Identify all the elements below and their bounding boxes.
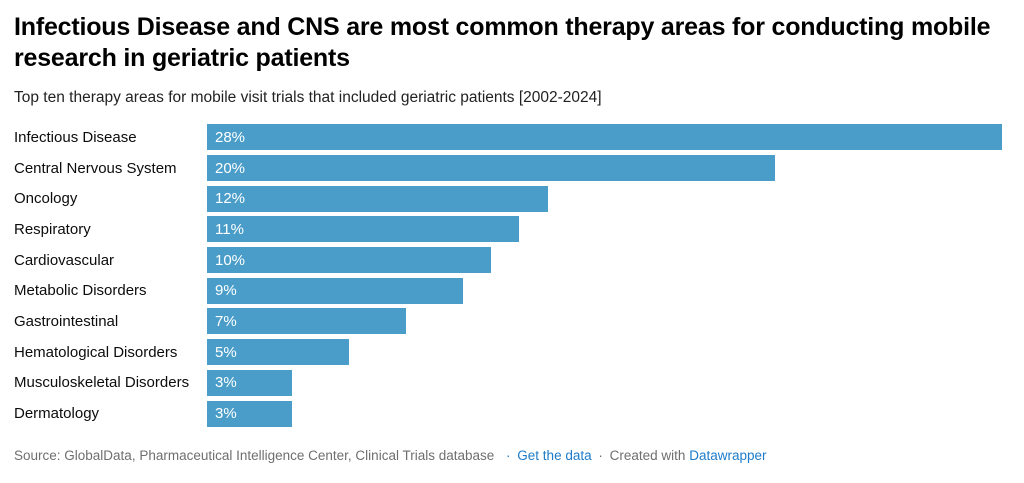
bar: 28% [207,124,1002,151]
bar-track: 10% [207,247,1002,274]
category-label: Musculoskeletal Disorders [14,374,190,392]
bar: 7% [207,308,406,335]
get-the-data-link[interactable]: Get the data [517,448,592,463]
category-label: Respiratory [14,220,91,238]
bar-track: 28% [207,124,1002,151]
bar-track: 9% [207,277,1002,304]
category-label: Cardiovascular [14,251,115,269]
datawrapper-link[interactable]: Datawrapper [689,448,767,463]
bar: 10% [207,247,491,274]
category-label: Oncology [14,190,78,208]
footer-separator: · [598,448,603,463]
bar-row: Gastrointestinal 7% [14,306,1002,337]
bar-row: Infectious Disease 28% [14,122,1002,153]
bar-track: 7% [207,308,1002,335]
bar-row: Musculoskeletal Disorders 3% [14,368,1002,399]
bar-row: Central Nervous System 20% [14,153,1002,184]
bar-chart: Infectious Disease 28% Central Nervous Sys… [14,122,1002,429]
bar-row: Dermatology 3% [14,398,1002,429]
category-label: Hematological Disorders [14,343,178,361]
bar: 3% [207,400,293,427]
bar-value-label: 7% [215,312,237,330]
bar-value-label: 28% [215,128,246,146]
bar: 20% [207,155,775,182]
bar-value-label: 9% [215,282,237,300]
bar-row: Metabolic Disorders 9% [14,275,1002,306]
chart-footer: Source: GlobalData, Pharmaceutical Intel… [14,448,1002,463]
bar-track: 3% [207,400,1002,427]
bar-value-label: 3% [215,405,237,423]
bar-value-label: 11% [215,220,244,238]
bar-value-label: 3% [215,374,237,392]
bar-track: 20% [207,155,1002,182]
bar-row: Hematological Disorders 5% [14,337,1002,368]
category-label: Central Nervous System [14,159,177,177]
category-label: Gastrointestinal [14,312,119,330]
bar: 9% [207,277,463,304]
bar: 12% [207,185,548,212]
category-label: Infectious Disease [14,128,137,146]
bar-value-label: 10% [215,251,246,269]
bar: 5% [207,339,349,366]
bar-row: Oncology 12% [14,183,1002,214]
bar-value-label: 12% [215,190,246,208]
bar-row: Respiratory 11% [14,214,1002,245]
chart-title: Infectious Disease and CNS are most comm… [14,13,991,72]
chart-subtitle: Top ten therapy areas for mobile visit t… [14,89,602,106]
bar-value-label: 5% [215,343,237,361]
bar: 3% [207,369,293,396]
bar: 11% [207,216,520,243]
category-label: Metabolic Disorders [14,282,147,300]
source-text: Source: GlobalData, Pharmaceutical Intel… [14,448,495,463]
bar-row: Cardiovascular 10% [14,245,1002,276]
created-with-text: Created with [609,448,686,463]
bar-track: 11% [207,216,1002,243]
bar-value-label: 20% [215,159,246,177]
bar-track: 12% [207,185,1002,212]
category-label: Dermatology [14,405,100,423]
bar-track: 3% [207,369,1002,396]
bar-track: 5% [207,339,1002,366]
get-data-separator: · [506,448,511,463]
